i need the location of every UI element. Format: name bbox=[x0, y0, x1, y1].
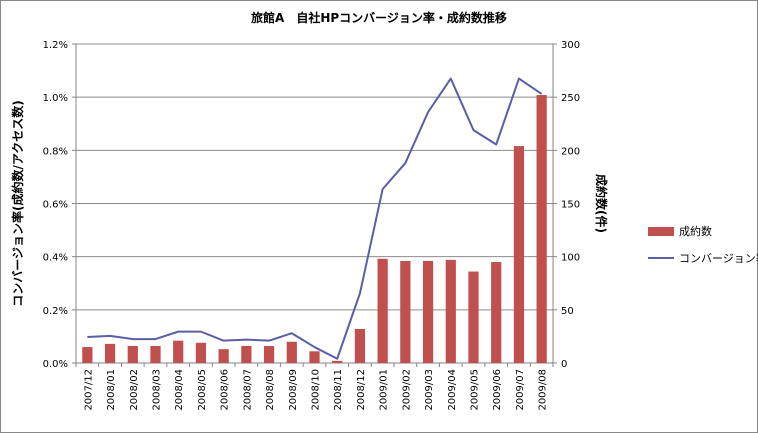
bar bbox=[150, 345, 161, 363]
y-right-tick-label: 0 bbox=[561, 359, 567, 370]
x-tick-label: 2008/05 bbox=[197, 369, 208, 411]
x-tick-label: 2007/12 bbox=[83, 369, 94, 411]
x-tick-label: 2008/09 bbox=[288, 369, 299, 411]
y-left-tick-label: 1.0% bbox=[43, 93, 68, 104]
y-left-tick-label: 0.0% bbox=[43, 359, 68, 370]
bar bbox=[104, 343, 116, 363]
y-right-axis-title: 成約数(件) bbox=[594, 174, 609, 233]
legend-bar-label: 成約数 bbox=[679, 224, 712, 238]
y-right-tick-label: 200 bbox=[561, 146, 580, 157]
legend-line-label: コンバージョン率 bbox=[679, 251, 758, 265]
bar bbox=[82, 347, 93, 363]
y-left-axis-title: コンバージョン率(成約数/アクセス数) bbox=[10, 100, 25, 307]
bar bbox=[332, 360, 343, 363]
bar bbox=[218, 349, 229, 363]
series-line bbox=[87, 77, 543, 360]
bar bbox=[400, 260, 411, 363]
y-left-tick-label: 1.2% bbox=[43, 40, 68, 51]
x-tick-label: 2008/07 bbox=[242, 369, 253, 411]
legend-bar-swatch bbox=[648, 227, 674, 236]
y-right-tick-label: 50 bbox=[561, 306, 574, 317]
x-tick-label: 2008/10 bbox=[311, 369, 322, 411]
x-tick-label: 2008/06 bbox=[220, 369, 231, 411]
y-right-tick-label: 250 bbox=[561, 93, 580, 104]
x-tick-label: 2008/03 bbox=[152, 369, 163, 411]
bar bbox=[286, 341, 297, 363]
chart-title: 旅館A 自社HPコンバージョン率・成約数推移 bbox=[251, 10, 507, 25]
x-tick-label: 2008/08 bbox=[265, 369, 276, 411]
bar bbox=[173, 340, 184, 363]
x-tick-label: 2009/04 bbox=[447, 369, 458, 411]
y-right-tick-label: 100 bbox=[561, 253, 580, 264]
bar bbox=[263, 345, 275, 363]
x-tick-label: 2009/07 bbox=[515, 369, 526, 411]
x-tick-label: 2009/05 bbox=[470, 369, 481, 411]
y-right-tick-label: 300 bbox=[561, 40, 580, 51]
y-left-tick-label: 0.2% bbox=[43, 306, 68, 317]
x-tick-label: 2009/02 bbox=[401, 369, 412, 411]
plot-area: 0.0% 0 0.2% 50 0.4% 100 0.6% 150 0.8% 200 1.0% 250 1… bbox=[10, 40, 609, 411]
x-tick-label: 2009/08 bbox=[538, 369, 549, 411]
y-left-tick-label: 0.6% bbox=[43, 200, 68, 211]
bar bbox=[536, 95, 547, 363]
x-tick-label: 2009/01 bbox=[379, 369, 390, 411]
bar bbox=[309, 351, 320, 363]
bar bbox=[195, 342, 207, 363]
bar bbox=[445, 259, 456, 363]
y-left-tick-label: 0.8% bbox=[43, 146, 68, 157]
bar bbox=[241, 345, 252, 363]
bar bbox=[127, 345, 138, 363]
x-tick-label: 2008/01 bbox=[106, 369, 117, 411]
x-tick-label: 2009/06 bbox=[492, 369, 503, 411]
x-tick-label: 2008/04 bbox=[174, 369, 185, 411]
bar bbox=[377, 258, 388, 363]
bar bbox=[422, 260, 434, 363]
x-tick-label: 2008/11 bbox=[333, 369, 344, 411]
x-tick-label: 2008/12 bbox=[356, 369, 367, 411]
x-tick-label: 2009/03 bbox=[424, 369, 435, 411]
bar bbox=[491, 261, 502, 363]
bar bbox=[468, 271, 479, 363]
bar bbox=[354, 328, 366, 363]
x-tick-label: 2008/02 bbox=[129, 369, 140, 411]
bar bbox=[513, 146, 525, 363]
y-right-tick-label: 150 bbox=[561, 200, 580, 211]
y-left-tick-label: 0.4% bbox=[43, 253, 68, 264]
legend: 成約数コンバージョン率 bbox=[648, 224, 758, 265]
